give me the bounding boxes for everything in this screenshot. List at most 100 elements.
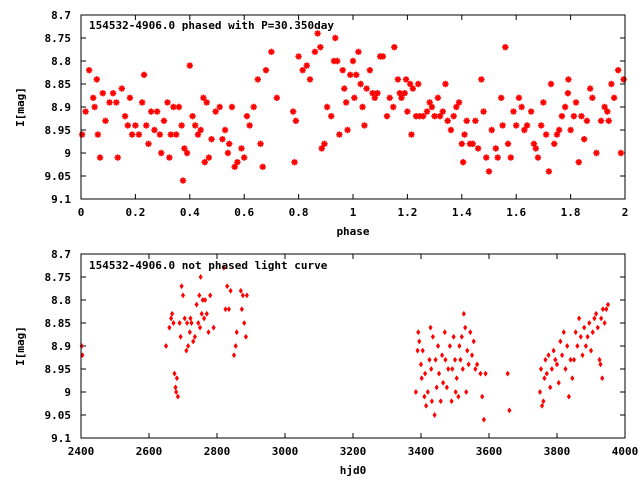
data-point	[172, 370, 177, 377]
data-point	[192, 333, 198, 340]
data-point	[589, 94, 596, 101]
data-point	[617, 149, 625, 157]
data-point	[556, 379, 561, 386]
y-tick-label: 9	[64, 386, 71, 399]
data-point	[447, 342, 453, 350]
data-point	[558, 338, 563, 345]
data-point	[428, 103, 436, 111]
x-tick-label: 1	[350, 206, 357, 219]
data-point	[355, 48, 362, 55]
data-point	[555, 126, 563, 134]
data-point	[541, 398, 546, 405]
data-point	[91, 103, 98, 111]
data-point	[615, 67, 622, 74]
data-point	[567, 126, 574, 134]
data-point	[196, 319, 201, 327]
data-point	[153, 108, 161, 115]
data-point	[93, 76, 100, 83]
data-point	[143, 122, 150, 129]
data-point	[435, 342, 441, 350]
data-point	[534, 154, 542, 161]
data-point	[432, 411, 437, 419]
data-point	[427, 356, 432, 363]
data-point	[446, 365, 451, 373]
data-point	[478, 76, 485, 83]
data-point	[182, 315, 187, 322]
data-point	[419, 112, 427, 120]
data-point	[458, 140, 465, 147]
data-point	[226, 140, 233, 147]
data-point	[402, 76, 410, 83]
data-point	[408, 131, 415, 138]
data-point	[140, 71, 148, 79]
data-point	[216, 103, 223, 111]
y-tick-label: 8.75	[45, 271, 72, 284]
x-tick-label: 1.4	[452, 206, 472, 219]
data-point	[189, 113, 196, 120]
data-point	[549, 365, 555, 373]
data-point	[186, 62, 193, 69]
data-point	[208, 136, 215, 143]
data-point	[113, 99, 120, 106]
data-point	[173, 384, 178, 391]
data-point	[347, 71, 354, 78]
data-point	[581, 136, 588, 143]
data-point	[423, 402, 429, 409]
phased-light-curve-chart: 0 0.2 0.4 0.6 0.8 1 1.2 1.4 1.6 1.8 2 8.7 8.75 8.8 8.8…	[14, 9, 628, 238]
data-point	[447, 126, 455, 134]
data-point	[453, 388, 458, 396]
data-point	[314, 30, 321, 37]
chart-title: 154532-4906.0 phased with P=30.350day	[89, 19, 334, 32]
data-point	[173, 131, 180, 138]
data-point	[583, 117, 591, 124]
data-point	[464, 388, 469, 396]
data-point	[179, 177, 187, 184]
data-point	[151, 126, 158, 134]
data-point	[573, 329, 578, 336]
data-point	[406, 80, 414, 88]
data-point	[546, 352, 551, 359]
data-point	[545, 168, 553, 175]
data-point	[185, 342, 191, 350]
data-point	[433, 356, 438, 363]
data-point	[530, 140, 538, 147]
data-point	[601, 103, 608, 111]
y-tick-label: 8.8	[51, 294, 71, 307]
data-point	[194, 131, 202, 138]
data-point	[513, 122, 520, 129]
data-point	[570, 375, 575, 382]
data-point	[460, 365, 465, 373]
y-tick-label: 9.1	[51, 432, 71, 445]
data-point	[434, 384, 439, 391]
x-axis-label: phase	[336, 225, 369, 238]
data-point	[480, 393, 485, 400]
data-point	[620, 76, 627, 83]
data-point	[428, 324, 433, 331]
data-point	[321, 140, 328, 147]
data-point	[231, 163, 238, 170]
data-point	[221, 264, 226, 271]
data-point	[571, 356, 577, 363]
data-point	[436, 113, 444, 120]
data-point	[539, 402, 545, 409]
data-point	[233, 342, 238, 350]
data-point	[318, 145, 325, 152]
data-point	[289, 108, 297, 115]
data-point	[543, 356, 548, 363]
data-point	[391, 43, 398, 51]
data-point	[132, 122, 139, 129]
data-point	[480, 108, 487, 115]
data-point	[559, 352, 565, 359]
data-point	[515, 94, 523, 101]
data-point	[99, 90, 106, 97]
x-tick-label: 0.2	[125, 206, 145, 219]
data-point	[456, 393, 461, 400]
x-tick-label: 3600	[476, 445, 503, 458]
data-point	[455, 99, 463, 106]
data-point	[158, 149, 165, 157]
data-point	[439, 108, 446, 115]
data-point	[565, 342, 570, 350]
data-point	[238, 145, 245, 152]
data-point	[240, 292, 245, 299]
y-tick-label: 9	[64, 147, 71, 160]
